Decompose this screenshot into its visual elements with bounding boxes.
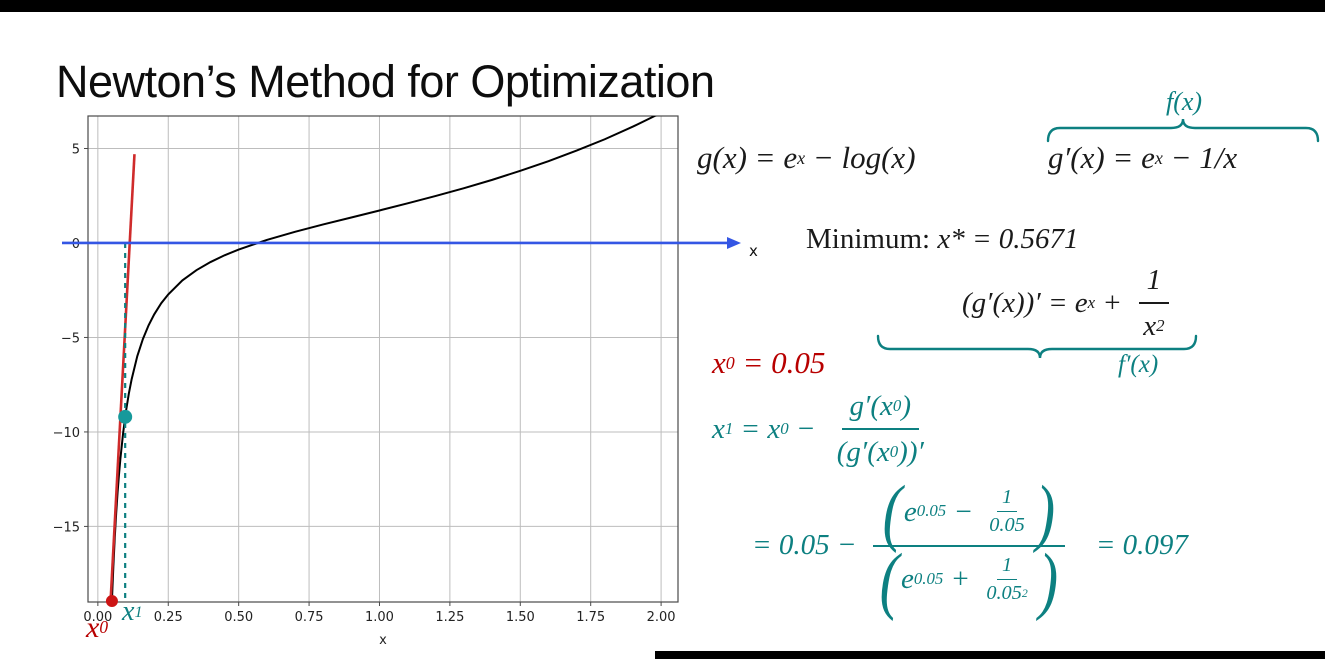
series-layer xyxy=(109,116,657,602)
point-x0 xyxy=(105,595,118,608)
x-tick-label: 0.25 xyxy=(154,610,183,625)
x-tick-label: 1.00 xyxy=(365,610,394,625)
fprime-brace-label: f′(x) xyxy=(1118,351,1159,378)
underbrace-fpx xyxy=(876,334,1198,359)
tangent-line xyxy=(109,154,136,602)
minimum-statement: Minimum: x* = 0.5671 xyxy=(806,223,1079,255)
letterbox-bottom-bar xyxy=(655,651,1325,659)
plot-render-layer: 0.00 0.25 0.50 0.75 1.00 1.25 1.50 1.75 2.00 5 0 −5… xyxy=(53,115,758,648)
fx-brace-label: f(x) xyxy=(1166,87,1203,116)
x-tick-label: 2.00 xyxy=(647,610,676,625)
x-tick-label: 0.75 xyxy=(295,610,324,625)
x-tick-label: 0.50 xyxy=(224,610,253,625)
point-x1 xyxy=(118,409,133,424)
x-axis-arrow-label: x xyxy=(749,242,758,260)
y-tick-label: −10 xyxy=(53,426,80,441)
x-tick-label: 1.75 xyxy=(576,610,605,625)
equation-iteration-computation: = 0.05 − (e 0.05 − 1 0.05)(e 0.05 + 1 0.05 2)… xyxy=(752,469,1188,622)
y-tick-label: 5 xyxy=(72,143,80,158)
x-tick-label: 1.50 xyxy=(506,610,535,625)
page-title: Newton’s Method for Optimization xyxy=(56,56,715,107)
x-tick-label: 1.25 xyxy=(435,610,464,625)
overbrace-fx xyxy=(1046,118,1320,143)
letterbox-top-bar xyxy=(0,0,1325,12)
x-tick-label: 0.00 xyxy=(83,610,112,625)
x-axis-arrowhead xyxy=(727,236,741,249)
x-axis-title: x xyxy=(379,633,387,648)
y-tick-label: −15 xyxy=(53,520,80,535)
y-tick-label: −5 xyxy=(61,331,80,346)
plot-border xyxy=(87,115,679,603)
y-tick-label: 0 xyxy=(72,237,80,252)
g-prime-curve xyxy=(110,116,657,602)
